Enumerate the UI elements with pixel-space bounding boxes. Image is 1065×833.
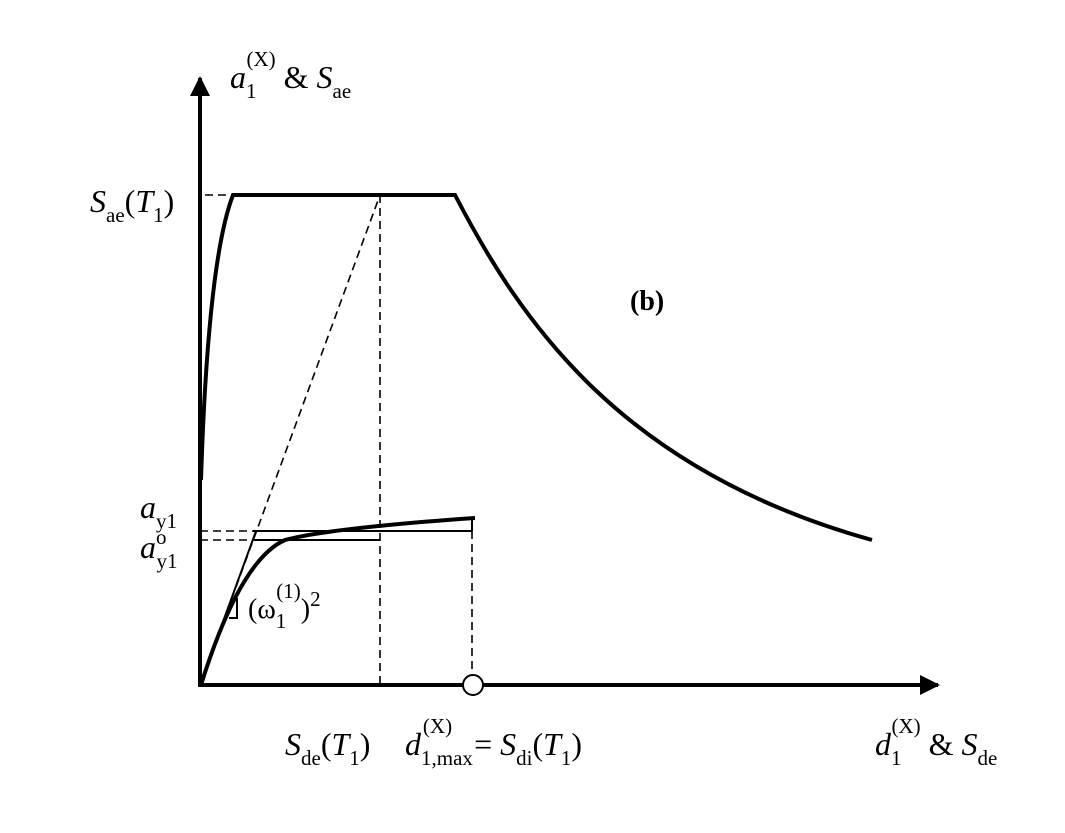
y-axis-label: a1 (X) & Sae xyxy=(230,47,351,103)
label-part: 1 xyxy=(349,746,360,770)
label-part: ( xyxy=(321,726,332,762)
label-part: S xyxy=(285,726,301,762)
label-part: a xyxy=(230,59,246,95)
label-part: = xyxy=(466,726,500,762)
label-part: ( xyxy=(532,726,543,762)
label-part: & xyxy=(921,726,962,762)
label-part: T xyxy=(331,726,351,762)
demand-spectrum xyxy=(199,193,873,542)
ay1-label: ay1 xyxy=(140,489,177,533)
label-part: de xyxy=(978,746,998,770)
label-part: 1 xyxy=(891,746,902,770)
label-part: (X) xyxy=(892,714,921,738)
label-part: S xyxy=(962,726,978,762)
sae-label: Sae(T1) xyxy=(90,183,174,227)
label-part: ae xyxy=(333,79,352,103)
label-part: di xyxy=(516,746,533,770)
panel-label: (b) xyxy=(630,286,664,317)
label-part: T xyxy=(135,183,155,219)
label-part: y1 xyxy=(157,549,178,573)
label-part: (1) xyxy=(276,579,301,603)
max-point xyxy=(462,674,484,696)
label-part: ) xyxy=(360,726,371,762)
capacity-curve xyxy=(199,516,476,686)
label-part: (ω xyxy=(248,594,276,625)
label-part: S xyxy=(90,183,106,219)
label-part: S xyxy=(317,59,333,95)
label-part: (X) xyxy=(423,714,452,738)
sde-label: Sde(T1) xyxy=(285,726,370,770)
x-axis-label: d1 (X) & Sde xyxy=(875,714,997,770)
label-part: d xyxy=(405,726,422,762)
label-part: ) xyxy=(164,183,175,219)
label-part: 2 xyxy=(310,587,321,611)
label-part: d xyxy=(875,726,892,762)
label-part: 1,max xyxy=(421,746,473,770)
drawing xyxy=(190,76,940,696)
label-part: ) xyxy=(301,594,310,625)
label-part: 1 xyxy=(246,79,257,103)
label-part: a xyxy=(140,489,156,525)
ay1o-label: ao y1 xyxy=(140,525,178,573)
label-part: T xyxy=(543,726,563,762)
dashed-lines xyxy=(199,194,473,686)
label-part: 1 xyxy=(276,609,287,633)
label-part: 1 xyxy=(561,746,572,770)
bilinear xyxy=(199,518,473,686)
label-part: ) xyxy=(571,726,582,762)
label-part: (X) xyxy=(247,47,276,71)
label-part: ae xyxy=(106,203,125,227)
label-part: & xyxy=(276,59,317,95)
slope-label: (ω1 (1))2 xyxy=(248,579,321,633)
label-part: 1 xyxy=(153,203,164,227)
label-part: y1 xyxy=(156,509,177,533)
dmax-label: d1,max (X) = Sdi(T1) xyxy=(405,714,582,770)
label-part: S xyxy=(500,726,516,762)
label-part: o xyxy=(156,525,167,549)
label-part: ( xyxy=(125,183,136,219)
label-part: a xyxy=(140,529,156,565)
label-part: de xyxy=(301,746,321,770)
